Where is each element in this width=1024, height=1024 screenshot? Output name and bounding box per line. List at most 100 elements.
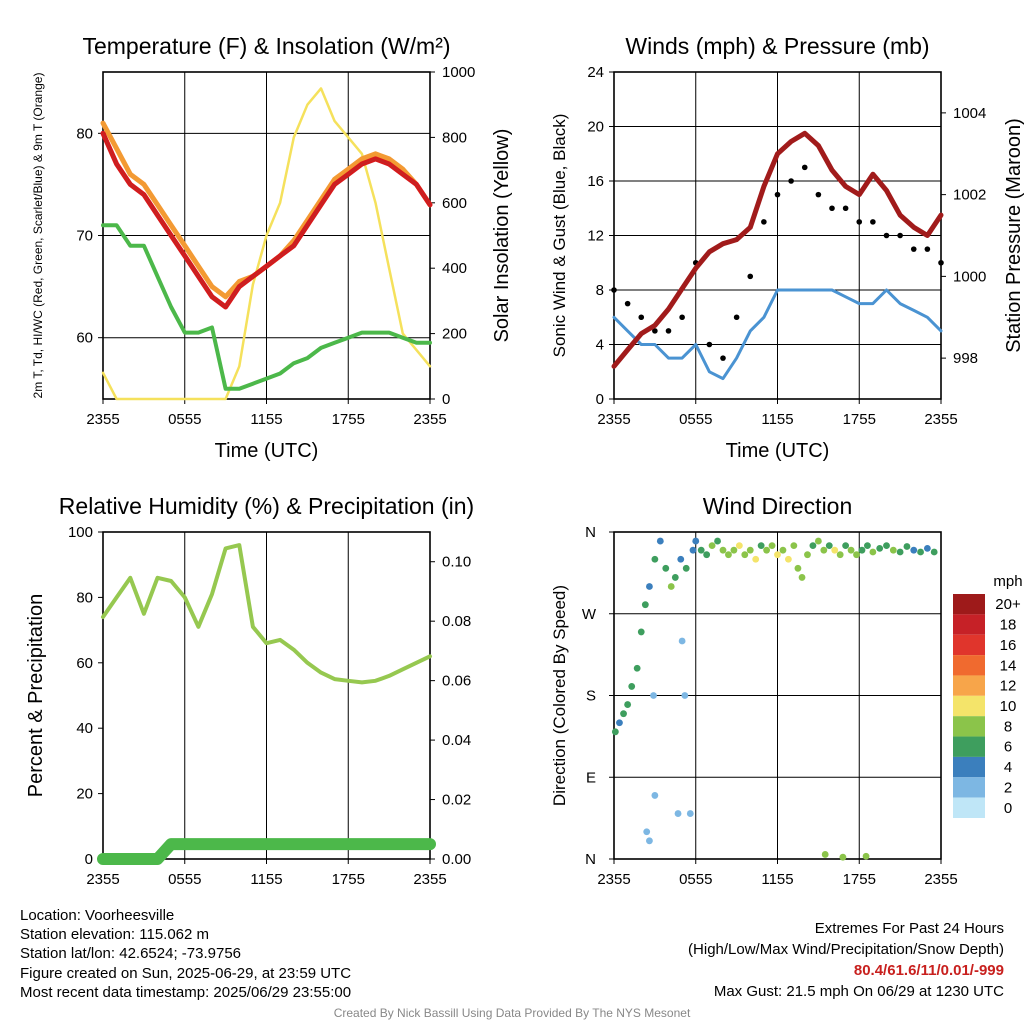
y-tick-label: 0 — [85, 851, 93, 868]
y-tick-label-right: 1004 — [953, 105, 986, 122]
x-tick-label: 2355 — [597, 871, 630, 888]
gust-point — [815, 191, 822, 198]
colorbar-label: 18 — [1000, 617, 1017, 634]
direction-point — [779, 546, 787, 554]
colorbar-swatch — [953, 634, 985, 656]
direction-point — [708, 542, 716, 550]
gust-point — [924, 246, 931, 252]
y-axis-label-left: 2m T, Td, HI/WC (Red, Green, Scarlet/Blu… — [31, 73, 45, 399]
series-dewpoint-line — [101, 223, 432, 391]
direction-point — [667, 583, 675, 590]
direction-point — [821, 851, 829, 858]
direction-point — [730, 546, 738, 554]
gust-point — [747, 273, 754, 280]
direction-point — [671, 574, 679, 581]
series-precip-line — [97, 838, 436, 865]
y-axis-label-right: Solar Insolation (Yellow) — [491, 129, 513, 343]
humidity-precipitation-chart: Relative Humidity (%) & Precipitation (i… — [25, 493, 474, 888]
extremes-values: 80.4/61.6/11/0.01/-999 — [853, 962, 1004, 979]
gust-point — [624, 300, 631, 307]
colorbar-label: 0 — [1004, 800, 1012, 817]
direction-point — [814, 537, 822, 545]
gust-point — [761, 219, 767, 225]
direction-point — [785, 555, 792, 563]
y-tick-label: 80 — [76, 125, 93, 142]
max-gust: Max Gust: 21.5 mph On 06/29 at 1230 UTC — [713, 983, 1004, 1000]
colorbar-swatch — [953, 655, 985, 676]
y-tick-label-right: 0.04 — [442, 732, 471, 749]
gust-point — [801, 164, 808, 171]
colorbar-swatch — [953, 594, 985, 615]
series-wind-line — [612, 288, 943, 381]
direction-point — [903, 543, 911, 550]
x-tick-label: 2355 — [413, 411, 446, 428]
y-tick-label-right: 0.10 — [442, 554, 471, 571]
y-tick-label: 70 — [76, 228, 93, 245]
y-tick-label-right: 600 — [442, 195, 467, 212]
direction-point — [651, 555, 659, 563]
temperature-insolation-chart: Temperature (F) & Insolation (W/m²) 2355 0… — [31, 33, 513, 462]
direction-point — [646, 837, 653, 845]
direction-point — [842, 542, 850, 550]
y-tick-label: 20 — [76, 786, 93, 803]
colorbar-label: 12 — [1000, 678, 1017, 695]
x-axis-label: Time (UTC) — [726, 440, 830, 462]
direction-point — [651, 792, 659, 799]
y-axis-label-left: Percent & Precipitation — [25, 594, 47, 797]
chart-title: Relative Humidity (%) & Precipitation (i… — [59, 493, 474, 519]
direction-point — [697, 546, 705, 554]
gust-point — [679, 314, 685, 321]
y-tick-label: 12 — [587, 228, 604, 245]
x-tick-label: 1755 — [332, 871, 365, 888]
gust-point — [883, 232, 890, 239]
direction-point — [620, 710, 627, 718]
station-location: Location: Voorheesville — [20, 907, 175, 924]
direction-point — [681, 692, 689, 699]
gust-point — [788, 178, 794, 184]
x-tick-label: 2355 — [86, 411, 119, 428]
y-tick-label: 100 — [68, 524, 93, 541]
station-info: Location: Voorheesville Station elevatio… — [20, 906, 351, 1002]
gust-point — [856, 219, 863, 225]
colorbar-swatch — [953, 695, 985, 717]
direction-point — [662, 564, 670, 572]
direction-point — [889, 546, 897, 554]
colorbar-label: 16 — [1000, 637, 1017, 654]
direction-point — [641, 601, 649, 609]
x-tick-label: 1155 — [761, 871, 793, 888]
colorbar-swatch — [953, 797, 985, 818]
direction-point — [643, 828, 651, 836]
x-tick-label: 0555 — [679, 411, 712, 428]
x-tick-label: 0555 — [679, 871, 712, 888]
direction-point — [858, 546, 866, 554]
direction-point — [831, 546, 839, 554]
y-tick-label-right: 200 — [442, 326, 467, 343]
gust-point — [842, 205, 849, 212]
series-solar-line — [101, 87, 432, 401]
y-tick-label-right: 1002 — [953, 187, 986, 204]
chart-title: Winds (mph) & Pressure (mb) — [625, 33, 929, 59]
colorbar-label: 14 — [1000, 657, 1017, 674]
station-latlon: Station lat/lon: 42.6524; -73.9756 — [20, 945, 242, 963]
direction-point — [917, 548, 924, 556]
direction-point — [725, 551, 732, 559]
direction-point — [862, 852, 870, 860]
direction-point — [735, 542, 743, 550]
y-tick-label-right: 0.06 — [442, 673, 471, 690]
colorbar-label: 20+ — [995, 596, 1021, 613]
colorbar-swatch — [953, 614, 985, 635]
colorbar-label: 2 — [1004, 779, 1012, 796]
colorbar-label: 6 — [1004, 739, 1012, 756]
direction-point — [809, 542, 817, 550]
y-tick-label: N — [585, 524, 596, 541]
direction-point — [839, 853, 847, 861]
direction-point — [930, 548, 938, 556]
direction-point — [689, 546, 697, 554]
direction-point — [677, 555, 685, 563]
direction-point — [794, 564, 802, 572]
direction-point — [746, 546, 754, 554]
y-tick-label: 80 — [76, 589, 93, 606]
direction-point — [678, 637, 686, 645]
